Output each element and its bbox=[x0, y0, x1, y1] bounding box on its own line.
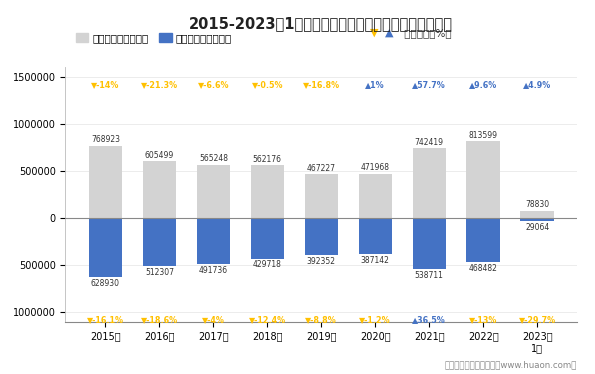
Text: ▼-21.3%: ▼-21.3% bbox=[141, 80, 178, 89]
Text: ▲9.6%: ▲9.6% bbox=[469, 80, 497, 89]
Title: 2015-2023年1月河北省外商投资企业进、出口额统计图: 2015-2023年1月河北省外商投资企业进、出口额统计图 bbox=[189, 16, 453, 31]
Bar bbox=[521, 211, 554, 218]
Bar bbox=[305, 218, 338, 255]
Text: ▼-0.5%: ▼-0.5% bbox=[252, 80, 283, 89]
Text: 742419: 742419 bbox=[415, 138, 444, 147]
Bar bbox=[250, 218, 284, 258]
Text: ▲1%: ▲1% bbox=[365, 80, 385, 89]
Text: ▼-29.7%: ▼-29.7% bbox=[519, 315, 556, 324]
Text: 制图：华经产业研究院（www.huaon.com）: 制图：华经产业研究院（www.huaon.com） bbox=[445, 361, 577, 370]
Text: ▼-4%: ▼-4% bbox=[202, 315, 225, 324]
Bar bbox=[305, 174, 338, 218]
Text: 78830: 78830 bbox=[525, 200, 549, 209]
Bar bbox=[196, 218, 230, 264]
Text: ▼-14%: ▼-14% bbox=[91, 80, 120, 89]
Text: 813599: 813599 bbox=[469, 131, 497, 140]
Bar bbox=[250, 165, 284, 218]
Text: ▼-12.4%: ▼-12.4% bbox=[249, 315, 286, 324]
Text: ▲57.7%: ▲57.7% bbox=[412, 80, 446, 89]
Text: ▼-18.6%: ▼-18.6% bbox=[141, 315, 178, 324]
Bar bbox=[89, 145, 122, 218]
Bar bbox=[89, 218, 122, 277]
Text: ▼-16.1%: ▼-16.1% bbox=[87, 315, 124, 324]
Bar bbox=[359, 218, 392, 254]
Text: 565248: 565248 bbox=[199, 154, 228, 163]
Text: ▼-13%: ▼-13% bbox=[469, 315, 497, 324]
Text: 605499: 605499 bbox=[145, 151, 174, 160]
Text: 512307: 512307 bbox=[145, 268, 174, 277]
Text: 387142: 387142 bbox=[361, 257, 390, 266]
Legend: 出口总额（万美元）, 进口总额（万美元）: 出口总额（万美元）, 进口总额（万美元） bbox=[76, 33, 232, 43]
Text: ▲4.9%: ▲4.9% bbox=[523, 80, 552, 89]
Bar bbox=[143, 161, 176, 218]
Bar bbox=[466, 141, 500, 218]
Text: 491736: 491736 bbox=[199, 266, 228, 275]
Bar bbox=[412, 148, 446, 218]
Bar bbox=[143, 218, 176, 266]
Bar bbox=[466, 218, 500, 262]
Text: ▼-6.6%: ▼-6.6% bbox=[198, 80, 229, 89]
Text: ▼-8.8%: ▼-8.8% bbox=[305, 315, 337, 324]
Bar bbox=[196, 165, 230, 218]
Text: 562176: 562176 bbox=[253, 155, 282, 164]
Text: ▼-1.2%: ▼-1.2% bbox=[359, 315, 391, 324]
Text: 429718: 429718 bbox=[253, 260, 282, 269]
Text: 768923: 768923 bbox=[91, 135, 120, 144]
Text: ▲36.5%: ▲36.5% bbox=[412, 315, 446, 324]
Text: 538711: 538711 bbox=[415, 271, 444, 280]
Text: 471968: 471968 bbox=[361, 163, 390, 172]
Text: ▼: ▼ bbox=[370, 28, 378, 38]
Text: 392352: 392352 bbox=[307, 257, 336, 266]
Bar bbox=[521, 218, 554, 221]
Text: 468482: 468482 bbox=[469, 264, 497, 273]
Bar bbox=[359, 174, 392, 218]
Text: 同比增速（%）: 同比增速（%） bbox=[400, 28, 451, 38]
Text: ▲: ▲ bbox=[386, 28, 394, 38]
Text: 467227: 467227 bbox=[307, 163, 336, 173]
Text: 628930: 628930 bbox=[91, 279, 120, 288]
Text: 29064: 29064 bbox=[525, 223, 549, 232]
Bar bbox=[412, 218, 446, 269]
Text: ▼-16.8%: ▼-16.8% bbox=[303, 80, 340, 89]
